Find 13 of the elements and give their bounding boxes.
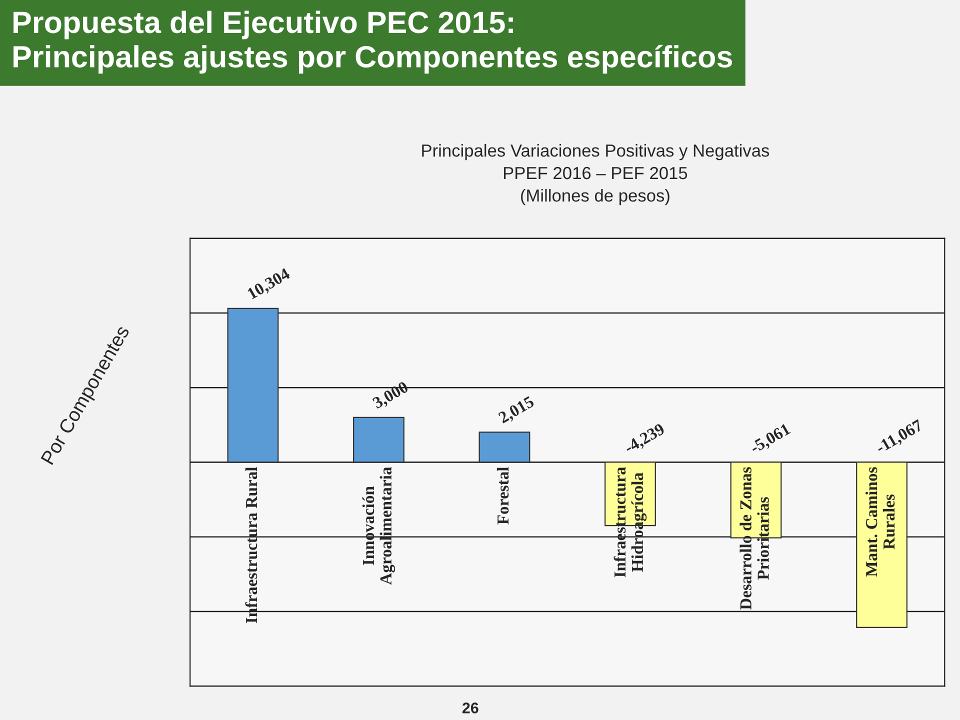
x-tick-label: Mant. Caminos Rurales <box>865 467 895 577</box>
x-tick-label: Infraestructura Hidroagrícola <box>614 466 647 578</box>
x-tick-label: Infraestructura Rural <box>245 467 258 624</box>
chart-subtitle: Principales Variaciones Positivas y Negativas PPEF 2016 – PEF 2015 (Millones de pesos) <box>422 144 770 206</box>
data-label: -5,061 <box>749 423 792 456</box>
chart-title: Propuesta del Ejecutivo PEC 2015: Principales ajustes por Componentes específicos <box>14 10 732 74</box>
x-tick-label: Innovación Agroalimentaria <box>362 466 396 585</box>
text: 26 <box>462 702 478 714</box>
data-label: 2,015 <box>498 396 536 426</box>
x-tick-label: Desarrollo de Zonas Prioritarias <box>740 467 769 610</box>
x-tick-label: Forestal <box>496 467 509 524</box>
data-label: -4,239 <box>623 423 667 456</box>
data-label: 3,000 <box>372 380 410 411</box>
